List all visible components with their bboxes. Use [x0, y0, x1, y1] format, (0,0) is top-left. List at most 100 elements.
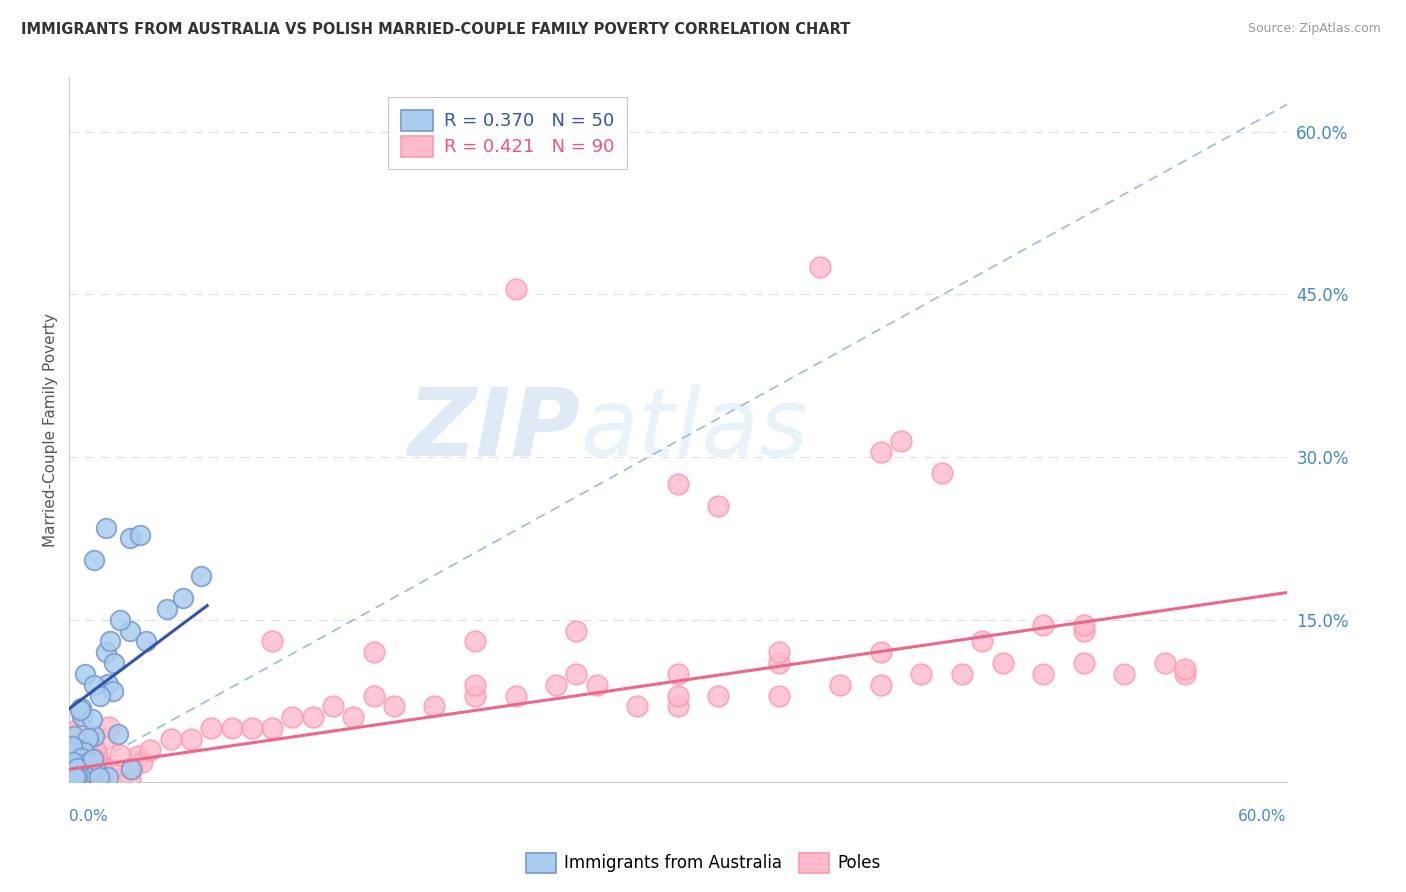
- Point: [103, 656, 125, 670]
- Point: [63, 741, 86, 756]
- Point: [1114, 667, 1136, 681]
- Point: [301, 710, 323, 724]
- Point: [76, 756, 98, 771]
- Point: [159, 731, 181, 746]
- Point: [108, 772, 131, 786]
- Point: [82, 750, 104, 764]
- Point: [281, 710, 304, 724]
- Point: [464, 678, 486, 692]
- Point: [60, 759, 83, 773]
- Point: [70, 709, 93, 723]
- Point: [464, 634, 486, 648]
- Point: [63, 729, 86, 743]
- Point: [120, 624, 142, 638]
- Point: [666, 667, 689, 681]
- Point: [87, 770, 110, 784]
- Point: [890, 434, 912, 448]
- Point: [66, 772, 89, 786]
- Point: [108, 613, 131, 627]
- Point: [63, 772, 86, 786]
- Point: [666, 477, 689, 491]
- Point: [63, 768, 86, 782]
- Point: [240, 721, 263, 735]
- Point: [546, 678, 568, 692]
- Point: [97, 677, 120, 691]
- Point: [808, 260, 831, 275]
- Point: [69, 701, 91, 715]
- Point: [200, 721, 222, 735]
- Point: [60, 748, 83, 763]
- Point: [65, 770, 87, 784]
- Point: [97, 770, 120, 784]
- Point: [830, 678, 852, 692]
- Point: [70, 745, 93, 759]
- Point: [89, 756, 111, 771]
- Point: [585, 678, 607, 692]
- Point: [1032, 667, 1054, 681]
- Point: [118, 772, 141, 786]
- Point: [991, 656, 1014, 670]
- Point: [69, 754, 91, 768]
- Point: [60, 747, 83, 761]
- Point: [62, 755, 84, 769]
- Point: [98, 634, 121, 648]
- Point: [1153, 656, 1175, 670]
- Point: [1073, 624, 1095, 638]
- Text: Source: ZipAtlas.com: Source: ZipAtlas.com: [1247, 22, 1381, 36]
- Point: [768, 689, 790, 703]
- Point: [66, 770, 89, 784]
- Point: [76, 731, 98, 745]
- Text: atlas: atlas: [581, 384, 808, 475]
- Point: [73, 760, 96, 774]
- Point: [65, 770, 87, 784]
- Point: [666, 699, 689, 714]
- Point: [322, 699, 344, 714]
- Point: [262, 721, 284, 735]
- Point: [60, 772, 83, 786]
- Point: [869, 444, 891, 458]
- Point: [62, 756, 84, 770]
- Point: [131, 756, 153, 770]
- Point: [464, 689, 486, 703]
- Point: [91, 764, 114, 778]
- Point: [768, 656, 790, 670]
- Point: [382, 699, 405, 714]
- Text: 0.0%: 0.0%: [69, 809, 108, 824]
- Point: [505, 689, 527, 703]
- Point: [84, 764, 107, 778]
- Point: [70, 756, 93, 771]
- Text: IMMIGRANTS FROM AUSTRALIA VS POLISH MARRIED-COUPLE FAMILY POVERTY CORRELATION CH: IMMIGRANTS FROM AUSTRALIA VS POLISH MARR…: [21, 22, 851, 37]
- Point: [66, 761, 89, 775]
- Point: [910, 667, 932, 681]
- Point: [66, 772, 89, 786]
- Point: [121, 762, 143, 776]
- Point: [869, 645, 891, 659]
- Point: [69, 703, 91, 717]
- Point: [950, 667, 973, 681]
- Point: [565, 624, 588, 638]
- Point: [707, 499, 730, 513]
- Point: [93, 732, 115, 747]
- Point: [221, 721, 243, 735]
- Point: [156, 602, 179, 616]
- Point: [67, 770, 90, 784]
- Point: [67, 772, 90, 786]
- Point: [423, 699, 446, 714]
- Point: [83, 553, 105, 567]
- Point: [80, 755, 103, 769]
- Point: [262, 634, 284, 648]
- Point: [505, 282, 527, 296]
- Point: [108, 747, 131, 762]
- Point: [62, 745, 84, 759]
- Text: ZIP: ZIP: [408, 384, 581, 476]
- Point: [60, 772, 83, 786]
- Point: [129, 528, 152, 542]
- Point: [60, 770, 83, 784]
- Point: [135, 634, 157, 648]
- Point: [66, 749, 89, 764]
- Y-axis label: Married-Couple Family Poverty: Married-Couple Family Poverty: [44, 313, 58, 547]
- Point: [363, 689, 385, 703]
- Point: [80, 712, 103, 726]
- Point: [84, 766, 107, 780]
- Point: [69, 770, 91, 784]
